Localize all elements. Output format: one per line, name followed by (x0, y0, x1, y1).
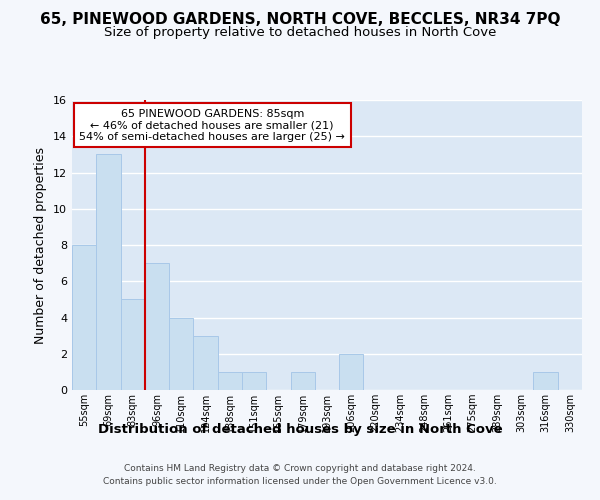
Bar (193, 336, 218, 390)
Bar (339, 354, 364, 390)
Y-axis label: Number of detached properties: Number of detached properties (34, 146, 47, 344)
Bar (72, 245, 96, 390)
Text: 65 PINEWOOD GARDENS: 85sqm
← 46% of detached houses are smaller (21)
54% of semi: 65 PINEWOOD GARDENS: 85sqm ← 46% of deta… (79, 108, 345, 142)
Bar (242, 372, 266, 390)
Bar (121, 300, 145, 390)
Text: Distribution of detached houses by size in North Cove: Distribution of detached houses by size … (98, 422, 502, 436)
Bar (290, 372, 315, 390)
Text: 65, PINEWOOD GARDENS, NORTH COVE, BECCLES, NR34 7PQ: 65, PINEWOOD GARDENS, NORTH COVE, BECCLE… (40, 12, 560, 28)
Bar (96, 154, 121, 390)
Bar (218, 372, 242, 390)
Bar (145, 263, 169, 390)
Bar (169, 318, 193, 390)
Text: Contains HM Land Registry data © Crown copyright and database right 2024.: Contains HM Land Registry data © Crown c… (124, 464, 476, 473)
Bar (533, 372, 558, 390)
Text: Size of property relative to detached houses in North Cove: Size of property relative to detached ho… (104, 26, 496, 39)
Text: Contains public sector information licensed under the Open Government Licence v3: Contains public sector information licen… (103, 477, 497, 486)
